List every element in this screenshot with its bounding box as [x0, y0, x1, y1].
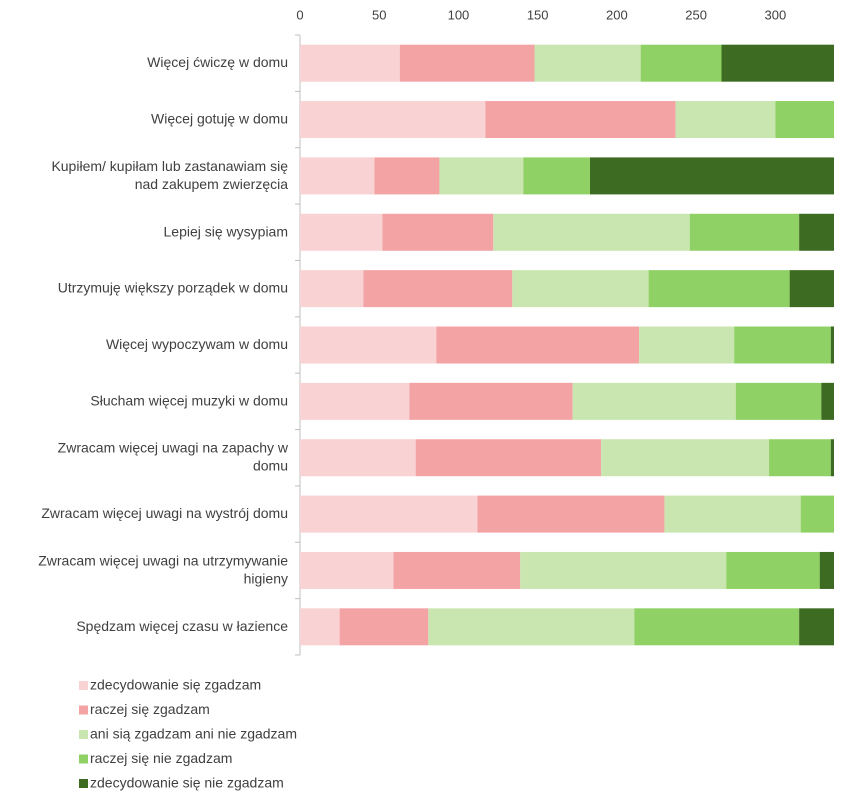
y-tick-label: Utrzymuję większy porządek w domu — [58, 279, 288, 295]
bar-segment — [300, 270, 364, 308]
x-tick-label: 250 — [685, 7, 707, 22]
bar-segment — [436, 326, 640, 364]
bar-segment — [634, 608, 800, 646]
y-tick-label: Zwracam więcej uwagi na zapachy w domu — [58, 439, 289, 473]
bar-segment — [300, 382, 410, 420]
y-tick-label: Kupiłem/ kupiłam lub zastanawiam się nad … — [51, 158, 288, 192]
bar-segment — [664, 495, 801, 533]
bar-segment — [775, 101, 834, 139]
y-tick-label: Słucham więcej muzyki w domu — [90, 392, 288, 408]
bar-segment — [382, 213, 494, 251]
bar-segment — [799, 213, 834, 251]
x-tick-label: 200 — [606, 7, 628, 22]
bar-segment — [800, 495, 834, 533]
bar-segment — [789, 270, 834, 308]
bar-segment — [399, 44, 535, 82]
y-tick-label-line: Zwracam więcej uwagi na wystrój domu — [41, 505, 288, 521]
x-tick-label: 50 — [372, 7, 386, 22]
bar-segment — [300, 213, 383, 251]
legend-swatch — [79, 705, 88, 715]
bar-segment — [409, 382, 573, 420]
x-tick-label: 300 — [765, 7, 787, 22]
x-tick-label: 150 — [527, 7, 549, 22]
y-tick-label-line: Więcej gotuję w domu — [151, 110, 288, 126]
bar-segment — [485, 101, 676, 139]
bar-segment — [493, 213, 690, 251]
bar-segment — [363, 270, 513, 308]
bar-segment — [734, 326, 831, 364]
bar-segment — [339, 608, 429, 646]
bar-segment — [601, 439, 770, 477]
y-tick-label-line: domu — [253, 457, 288, 473]
bar-segment — [415, 439, 602, 477]
bar-segment — [300, 495, 478, 533]
y-tick-label-line: Kupiłem/ kupiłam lub zastanawiam się — [51, 158, 288, 174]
y-tick-label: Więcej gotuję w domu — [151, 110, 288, 126]
legend-label: ani sią zgadzam ani nie zgadzam — [90, 726, 297, 742]
legend-swatch — [79, 681, 88, 690]
y-tick-label-line: Słucham więcej muzyki w domu — [90, 392, 288, 408]
x-tick-label: 0 — [296, 7, 303, 22]
x-tick-label: 100 — [448, 7, 470, 22]
y-tick-label-line: Lepiej się wysypiam — [164, 223, 289, 239]
bar-segment — [523, 157, 590, 195]
legend-label: zdecydowanie się nie zgadzam — [90, 775, 284, 791]
bar-segment — [300, 101, 486, 139]
bar-segment — [572, 382, 736, 420]
bar-segment — [639, 326, 735, 364]
bar-segment — [374, 157, 440, 195]
bar-segment — [300, 439, 416, 477]
y-tick-label-line: Zwracam więcej uwagi na zapachy w — [58, 439, 289, 455]
bar-segment — [821, 382, 834, 420]
y-tick-label: Spędzam więcej czasu w łazience — [76, 618, 288, 634]
bar-segment — [648, 270, 790, 308]
bar-segment — [799, 608, 834, 646]
y-tick-label-line: Więcej ćwiczę w domu — [147, 54, 288, 70]
bar-segment — [477, 495, 665, 533]
bar-segment — [393, 551, 521, 589]
bar-segment — [726, 551, 820, 589]
bar-segment — [300, 326, 437, 364]
bar-segment — [689, 213, 800, 251]
legend-label: raczej się zgadzam — [90, 701, 210, 717]
bar-segment — [512, 270, 649, 308]
bar-segment — [300, 157, 375, 195]
bar-segment — [428, 608, 635, 646]
bar-segment — [300, 44, 400, 82]
y-tick-label: Więcej ćwiczę w domu — [147, 54, 288, 70]
y-tick-label-line: Spędzam więcej czasu w łazience — [76, 618, 288, 634]
bar-segment — [675, 101, 776, 139]
y-tick-label: Zwracam więcej uwagi na utrzymywanie higi… — [38, 552, 288, 586]
y-tick-label: Więcej wypoczywam w domu — [106, 336, 288, 352]
bar-segment — [439, 157, 524, 195]
y-tick-label: Lepiej się wysypiam — [164, 223, 289, 239]
bar-segment — [830, 326, 834, 364]
bar-segment — [520, 551, 727, 589]
legend-swatch — [79, 730, 88, 739]
legend-label: zdecydowanie się zgadzam — [90, 677, 261, 693]
bar-segment — [640, 44, 722, 82]
y-tick-label-line: Więcej wypoczywam w domu — [106, 336, 288, 352]
legend-swatch — [79, 754, 88, 764]
bar-segment — [769, 439, 831, 477]
legend-swatch — [79, 779, 88, 788]
bar-segment — [735, 382, 822, 420]
y-tick-label: Zwracam więcej uwagi na wystrój domu — [41, 505, 288, 521]
bar-segment — [300, 608, 340, 646]
bar-segment — [300, 551, 394, 589]
y-tick-label-line: Utrzymuję większy porządek w domu — [58, 279, 288, 295]
bar-segment — [721, 44, 834, 82]
bar-segment — [589, 157, 834, 195]
legend-label: raczej się nie zgadzam — [90, 750, 232, 766]
bar-segment — [819, 551, 834, 589]
bar-segment — [534, 44, 641, 82]
y-tick-label-line: Zwracam więcej uwagi na utrzymywanie — [38, 552, 288, 568]
bar-segment — [830, 439, 834, 477]
y-tick-label-line: higieny — [244, 570, 288, 586]
y-tick-label-line: nad zakupem zwierzęcia — [135, 176, 289, 192]
